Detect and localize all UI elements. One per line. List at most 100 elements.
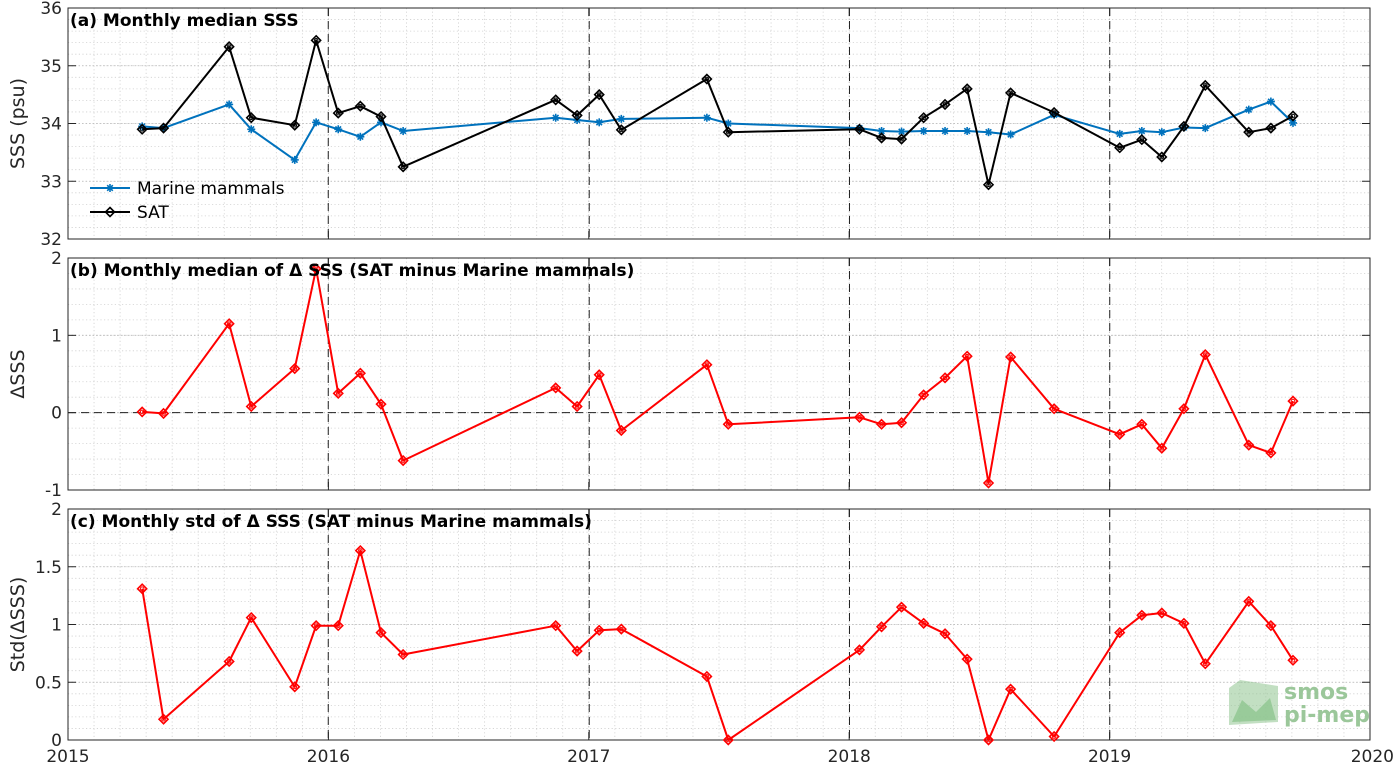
data-point (550, 620, 562, 632)
data-point (289, 119, 301, 131)
panel-a: 32 33 34 35 36 SSS (psu) (a) Monthly median SS… (7, 0, 1371, 250)
data-point (136, 583, 148, 595)
data-point (1287, 654, 1299, 666)
data-point (312, 118, 321, 127)
data-point (961, 83, 973, 95)
legend: Marine mammals SAT (90, 179, 285, 223)
data-point (397, 648, 409, 661)
y-tick-label: 2 (51, 500, 62, 520)
data-point (136, 406, 148, 418)
data-point (290, 155, 299, 164)
data-point (225, 100, 234, 109)
data-point (1136, 418, 1148, 430)
data-point (354, 367, 366, 379)
data-point (1243, 126, 1255, 138)
data-point (310, 34, 322, 46)
data-point (375, 398, 387, 410)
data-point (223, 655, 235, 668)
y-tick-label: -1 (45, 481, 62, 501)
data-point (310, 620, 322, 632)
axes-box (67, 257, 1371, 491)
data-point (615, 424, 627, 437)
data-point (1115, 129, 1124, 138)
data-point (939, 98, 951, 111)
data-point (1136, 134, 1148, 146)
data-point (571, 109, 583, 122)
legend-marker (104, 206, 116, 218)
y-tick-label: 1 (51, 326, 62, 346)
data-point (701, 73, 713, 85)
data-point (701, 670, 713, 683)
data-point (702, 113, 711, 122)
panel-c: 0 0.5 1 1.5 2 2015 2016 2017 2018 2019 2020 Std(ΔSS… (7, 500, 1394, 767)
data-point (356, 132, 365, 141)
data-point (1265, 447, 1277, 459)
y-tick-label: 36 (40, 0, 62, 19)
y-tick-label: 2 (51, 249, 62, 269)
y-tick-label: 33 (40, 172, 62, 192)
data-point (550, 382, 562, 394)
data-point (982, 179, 995, 191)
data-point (399, 127, 408, 136)
data-point (1006, 130, 1015, 139)
data-point (701, 359, 713, 371)
data-point (722, 734, 734, 746)
data-point (1243, 595, 1255, 608)
data-point (1178, 403, 1190, 415)
legend-label: Marine mammals (137, 179, 285, 199)
data-point (918, 112, 930, 124)
data-point (895, 417, 908, 429)
data-point (939, 372, 951, 384)
data-point (1199, 349, 1211, 361)
data-point (853, 644, 866, 656)
data-point (157, 407, 170, 420)
data-point (1178, 617, 1190, 629)
data-point (875, 418, 888, 430)
data-point (1265, 620, 1277, 632)
x-tick-label: 2019 (1088, 747, 1131, 767)
data-point (1156, 607, 1168, 619)
legend-marker (106, 184, 114, 192)
panel-title-c: (c) Monthly std of Δ SSS (SAT minus Mari… (70, 512, 592, 532)
data-point (1004, 683, 1017, 695)
data-point (853, 411, 866, 423)
data-point (593, 369, 605, 381)
legend-label: SAT (137, 203, 169, 223)
data-point (247, 125, 256, 134)
y-axis-label: Std(ΔSSS) (7, 577, 29, 673)
data-point (875, 621, 888, 633)
data-point (982, 734, 995, 746)
data-point (334, 125, 343, 134)
data-point (375, 110, 387, 123)
y-tick-label: 1 (51, 616, 62, 636)
data-point (961, 653, 973, 665)
data-point (1287, 110, 1299, 122)
data-point (571, 645, 583, 657)
data-point (1004, 351, 1017, 363)
data-point (397, 161, 409, 173)
data-point (332, 107, 344, 119)
data-point (1288, 118, 1297, 127)
data-point (1156, 442, 1168, 454)
data-point (593, 624, 605, 636)
data-point (332, 387, 344, 399)
data-point (1048, 403, 1060, 415)
panel-title-b: (b) Monthly median of Δ SSS (SAT minus M… (70, 261, 634, 281)
logo-line2: pi-mep (1284, 703, 1370, 728)
logo-line1: smos (1284, 680, 1348, 705)
data-point (984, 128, 993, 137)
data-point (918, 389, 930, 401)
data-point (354, 544, 366, 557)
y-tick-label: 1.5 (35, 558, 62, 578)
y-tick-label: 0 (51, 404, 62, 424)
data-point (593, 88, 605, 101)
data-point (1201, 124, 1210, 133)
data-point (895, 133, 908, 145)
data-point (918, 617, 930, 629)
data-point (289, 362, 301, 375)
data-point (332, 620, 344, 632)
x-tick-label: 2018 (828, 747, 871, 767)
data-point (722, 126, 734, 138)
data-point (310, 263, 322, 275)
